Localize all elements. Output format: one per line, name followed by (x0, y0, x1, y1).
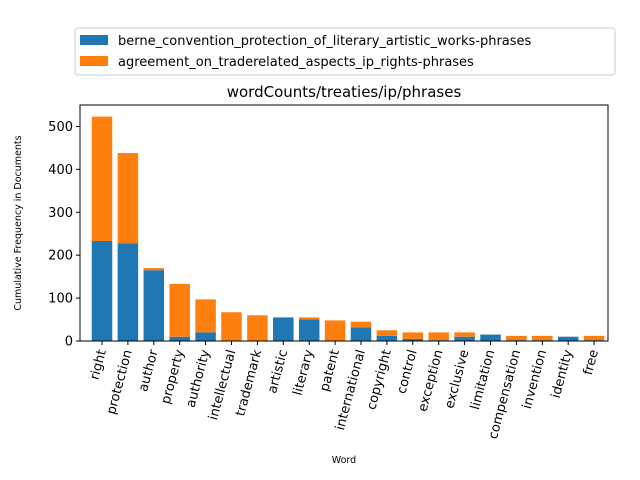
y-tick-label: 0 (65, 335, 73, 350)
bar-authority-series-1 (195, 332, 216, 341)
bar-protection-series-2 (117, 153, 139, 244)
plot-frame (79, 104, 609, 342)
x-tick-label-artistic: artistic (265, 348, 291, 395)
x-tick-label-property: property (159, 348, 188, 406)
y-tick-label: 500 (48, 120, 73, 135)
bar-exclusive-series-1 (454, 336, 475, 341)
bar-protection-series-1 (117, 243, 139, 341)
bar-artistic-series-1 (273, 317, 294, 341)
legend-label-series-1: berne_convention_protection_of_literary_… (118, 34, 532, 49)
y-tick-label: 400 (48, 163, 73, 178)
legend-swatch-series-1 (80, 35, 108, 45)
bar-compensation-series-2 (506, 335, 527, 341)
bar-property-series-1 (169, 336, 190, 341)
bar-patent-series-2 (324, 320, 346, 341)
x-tick-label-free: free (581, 348, 602, 377)
legend-frame (74, 27, 616, 76)
bar-literary-series-2 (298, 317, 320, 320)
x-tick-label-author: author (136, 348, 162, 394)
bar-intellectual-series-2 (221, 312, 242, 341)
bar-property-series-2 (169, 283, 190, 337)
bar-identity-series-1 (557, 336, 579, 341)
bar-author-series-1 (143, 270, 165, 341)
x-tick-label-control: control (395, 348, 421, 395)
legend: berne_convention_protection_of_literary_… (74, 27, 616, 76)
bar-international-series-2 (350, 321, 372, 328)
x-tick-label-exception: exception (416, 348, 447, 413)
legend-swatch-series-2 (80, 56, 108, 66)
bar-copyright-series-1 (376, 335, 398, 341)
bar-control-series-2 (402, 332, 424, 339)
chart-title: wordCounts/treaties/ip/phrases (227, 83, 462, 101)
y-tick-label: 300 (48, 206, 73, 221)
bar-exception-series-2 (428, 332, 449, 341)
y-tick-label: 200 (48, 249, 73, 264)
x-tick-label-identity: identity (549, 348, 576, 400)
y-tick-label: 100 (48, 292, 73, 307)
x-tick-label-protection: protection (104, 348, 136, 416)
x-tick-label-right: right (87, 348, 109, 381)
bar-exclusive-series-2 (454, 332, 475, 337)
bars-group (91, 116, 605, 341)
y-axis-title: Cumulative Frequency in Documents (13, 135, 24, 310)
bar-authority-series-2 (195, 299, 216, 333)
x-tick-label-limitation: limitation (468, 348, 498, 411)
legend-label-series-2: agreement_on_traderelated_aspects_ip_rig… (118, 55, 474, 70)
x-tick-label-patent: patent (317, 348, 343, 393)
bar-limitation-series-1 (480, 334, 501, 341)
bar-copyright-series-2 (376, 330, 398, 336)
x-tick-label-literary: literary (290, 348, 317, 397)
bar-author-series-2 (143, 268, 165, 271)
x-tick-label-authority: authority (184, 348, 214, 409)
bar-international-series-1 (350, 327, 372, 341)
bar-literary-series-1 (298, 319, 320, 341)
x-axis-title: Word (332, 455, 356, 466)
bar-trademark-series-2 (247, 315, 268, 341)
x-tick-label-trademark: trademark (233, 348, 265, 418)
x-tick-label-invention: invention (520, 348, 550, 411)
y-axis: 0 100 200 300 400 500 (48, 120, 80, 350)
bar-right-series-1 (91, 241, 113, 341)
bar-control-series-1 (402, 338, 424, 341)
x-tick-label-copyright: copyright (364, 348, 394, 411)
bar-invention-series-2 (532, 335, 553, 341)
bar-right-series-2 (91, 116, 113, 242)
x-tick-label-exclusive: exclusive (442, 348, 472, 410)
bar-free-series-2 (583, 335, 605, 341)
